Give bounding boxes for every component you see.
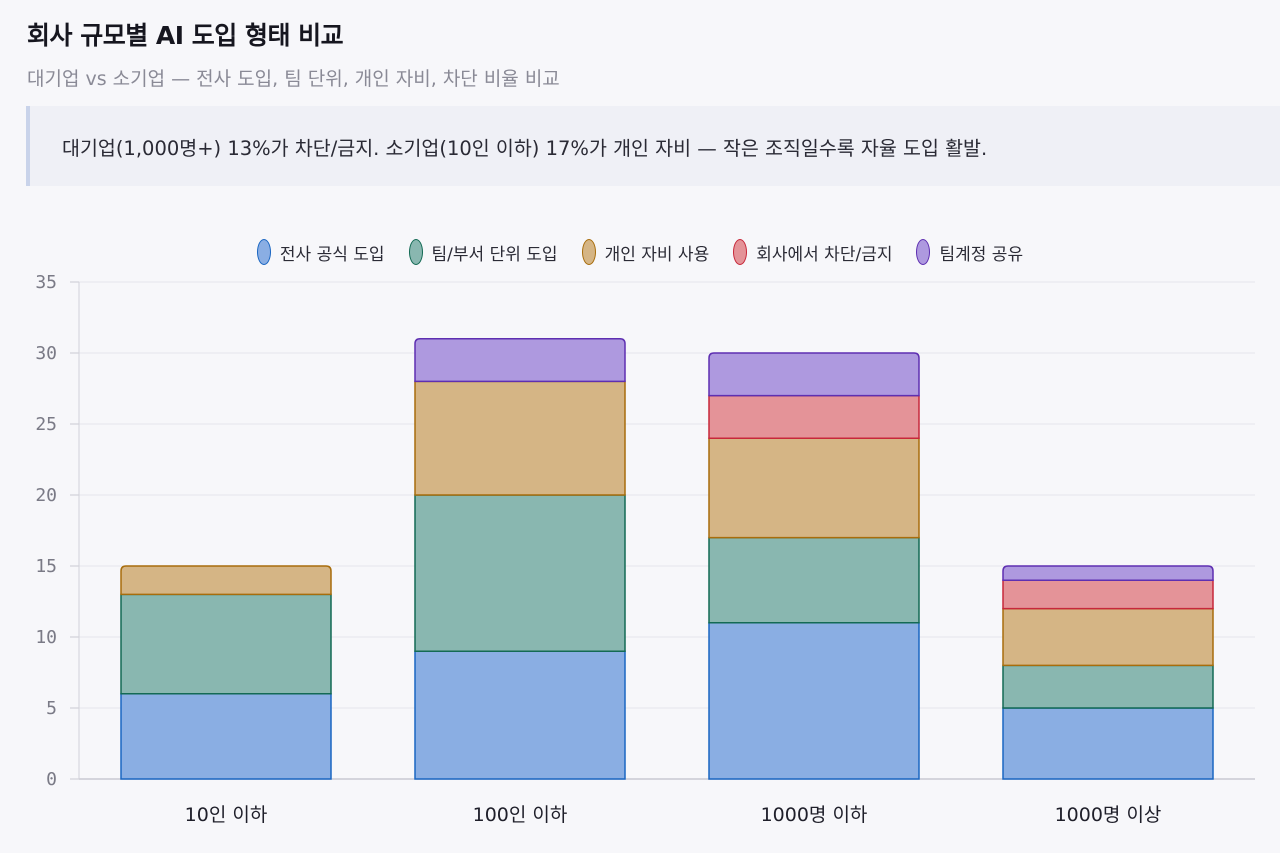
bar-segment-5-4 [1002,565,1214,581]
legend-item-1: 전사 공식 도입 [256,239,385,265]
bar-segment-4-4 [1002,579,1214,610]
bar-segment-2-1 [120,593,332,695]
y-tick-label: 0 [46,769,57,790]
bar-segment-3-1 [120,565,332,596]
insight-text: 대기업(1,000명+) 13%가 차단/금지. 소기업(10인 이하) 17%… [62,137,988,160]
x-tick-label: 100인 이하 [473,804,568,826]
bar-segment-3-3 [708,437,920,539]
bar-segment-3-4 [1002,607,1214,667]
chart-title: 회사 규모별 AI 도입 형태 비교 [27,21,344,50]
chart-legend: 전사 공식 도입 팀/부서 단위 도입 개인 자비 사용 회사에서 차단/금지 팀계정 … [0,236,1280,268]
legend-swatch [408,239,423,265]
bar-segment-2-4 [1002,664,1214,709]
y-tick-label: 30 [35,343,57,364]
bar-segment-1-4 [1002,707,1214,780]
legend-item-4: 회사에서 차단/금지 [733,239,892,265]
legend-label: 개인 자비 사용 [604,244,710,265]
legend-swatch [733,239,748,265]
y-tick-label: 20 [35,485,57,506]
legend-item-3: 개인 자비 사용 [581,239,710,265]
y-tick-label: 15 [35,556,57,577]
bar-segment-5-2 [414,338,626,383]
legend-item-2: 팀/부서 단위 도입 [408,239,558,265]
x-tick-label: 10인 이하 [185,804,268,826]
legend-label: 회사에서 차단/금지 [756,244,893,265]
legend-swatch [916,239,931,265]
legend-swatch [581,239,596,265]
bar-segment-3-2 [414,380,626,496]
legend-item-5: 팀계정 공유 [916,239,1023,265]
x-tick-label: 1000명 이상 [1055,804,1162,826]
bar-segment-1-2 [414,650,626,780]
legend-label: 팀/부서 단위 도입 [431,244,558,265]
bar-segment-5-3 [708,352,920,397]
x-tick-label: 1000명 이하 [761,804,868,826]
y-tick-label: 5 [46,698,57,719]
insight-callout: 대기업(1,000명+) 13%가 차단/금지. 소기업(10인 이하) 17%… [26,106,1280,186]
bar-segment-1-1 [120,693,332,780]
bar-segment-2-3 [708,536,920,624]
legend-label: 팀계정 공유 [939,244,1024,265]
legend-label: 전사 공식 도입 [279,244,385,265]
bar-segment-4-3 [708,394,920,439]
legend-swatch [256,239,271,265]
y-tick-label: 35 [35,272,57,293]
y-tick-label: 25 [35,414,57,435]
bar-segment-1-3 [708,622,920,780]
y-tick-label: 10 [35,627,57,648]
chart-subtitle: 대기업 vs 소기업 — 전사 도입, 팀 단위, 개인 자비, 차단 비율 비… [27,68,560,90]
bar-segment-2-2 [414,494,626,652]
